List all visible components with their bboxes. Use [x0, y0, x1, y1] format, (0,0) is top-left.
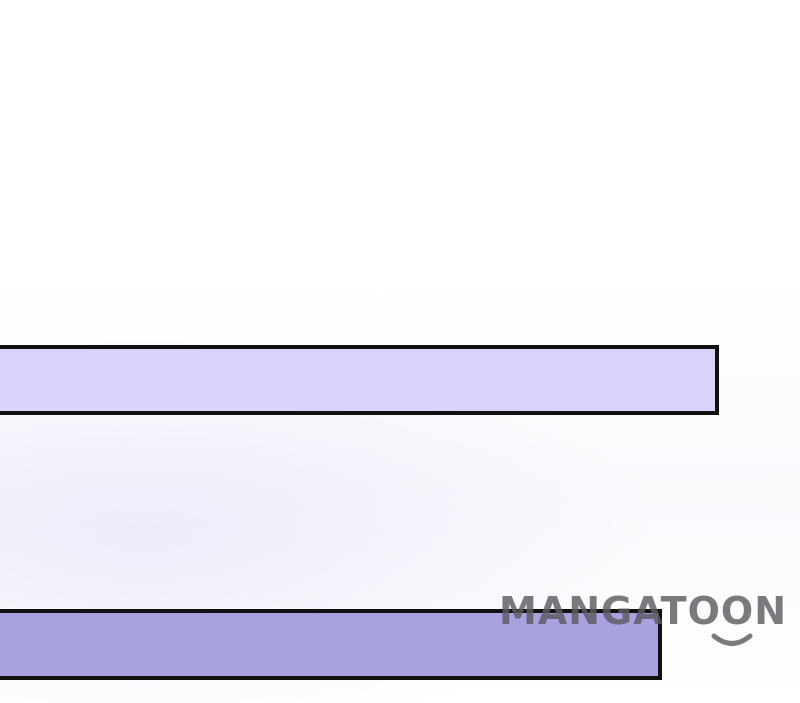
- periwinkle-caption-bar: [0, 609, 662, 680]
- smile-icon: [711, 633, 753, 646]
- mangatoon-watermark: MANGATOON: [499, 589, 800, 654]
- watermark-text: MANGATOON: [499, 589, 788, 633]
- lavender-caption-bar: [0, 345, 719, 415]
